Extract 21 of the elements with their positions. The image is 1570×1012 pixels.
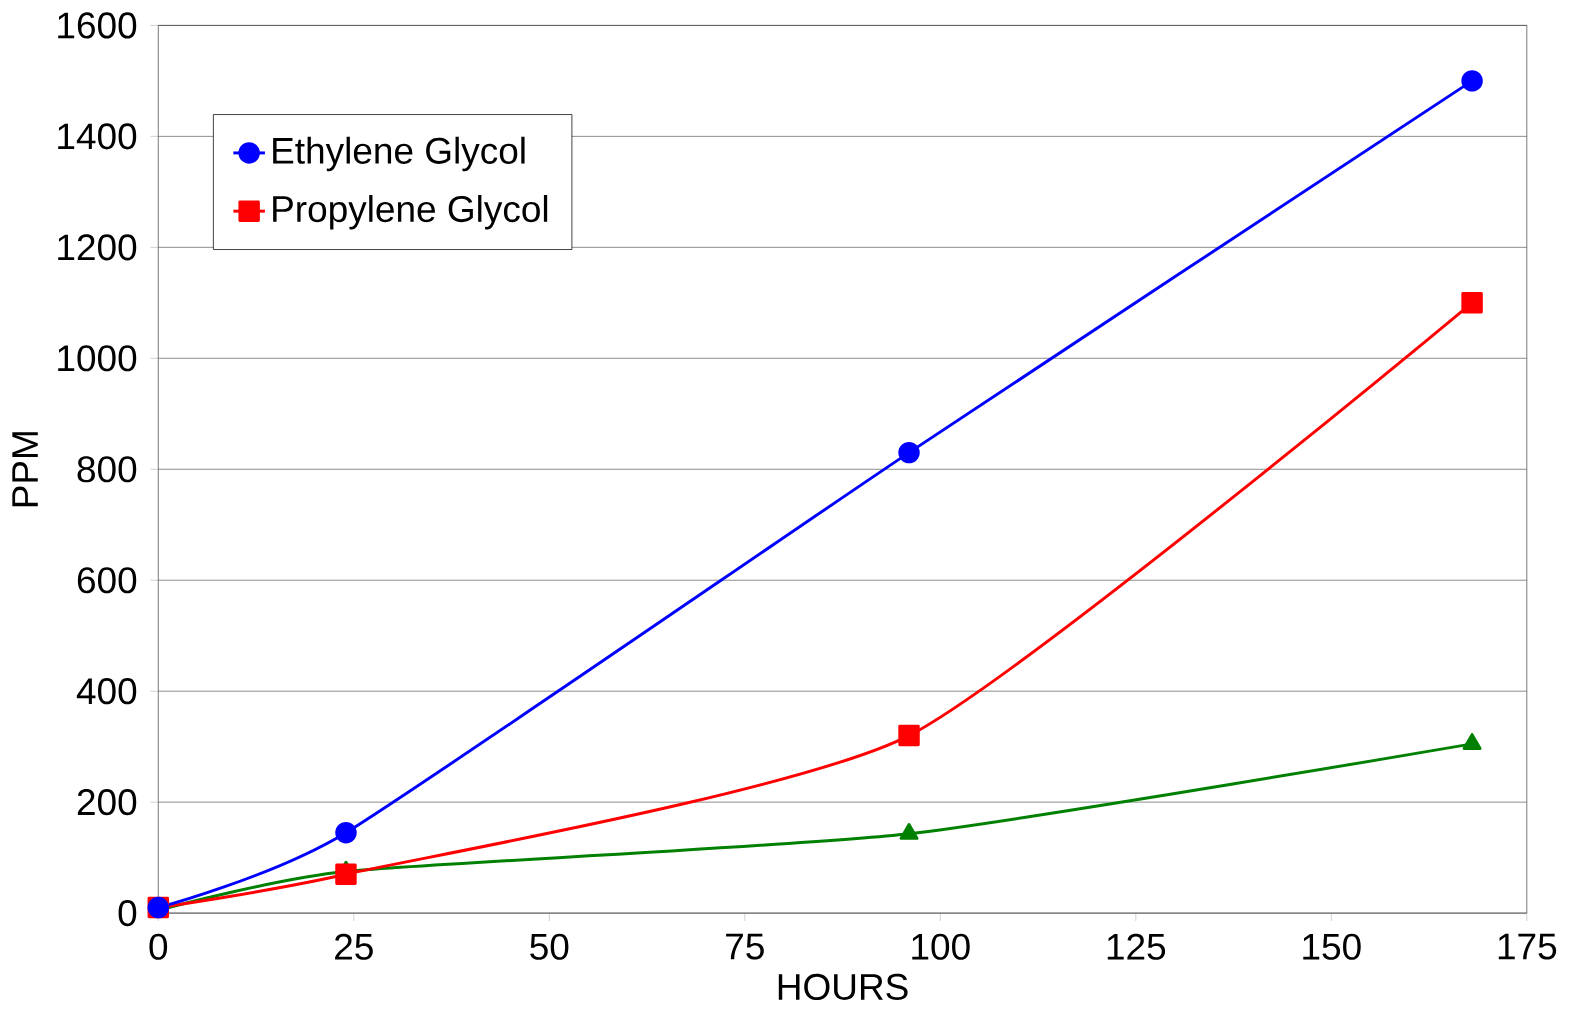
y-tick-label: 400	[76, 677, 137, 705]
y-tick-label: 800	[77, 456, 137, 483]
x-tick-label: 75	[726, 933, 764, 960]
x-tick-label: 50	[530, 933, 569, 960]
y-tick-label: 1400	[58, 123, 137, 150]
x-tick-label: 25	[335, 933, 373, 960]
y-tick-label: 600	[77, 566, 137, 594]
y-tick-label: 0	[118, 899, 137, 927]
x-tick-label: 125	[1107, 933, 1166, 960]
y-tick-label: 1600	[58, 12, 137, 39]
y-axis-title: PPM	[12, 432, 38, 507]
x-tick-label: 100	[912, 933, 970, 960]
x-axis-title: HOURS	[778, 973, 908, 1000]
legend-label: Ethylene Glycol	[273, 136, 525, 172]
x-tick-label: 150	[1303, 933, 1361, 960]
x-tick-label: 0	[149, 933, 168, 960]
legend-label: Propylene Glycol	[273, 194, 548, 230]
y-tick-label: 1200	[58, 234, 137, 261]
x-tick-label: 175	[1498, 933, 1557, 960]
y-tick-label: 200	[77, 788, 137, 816]
y-tick-label: 1000	[58, 345, 137, 372]
